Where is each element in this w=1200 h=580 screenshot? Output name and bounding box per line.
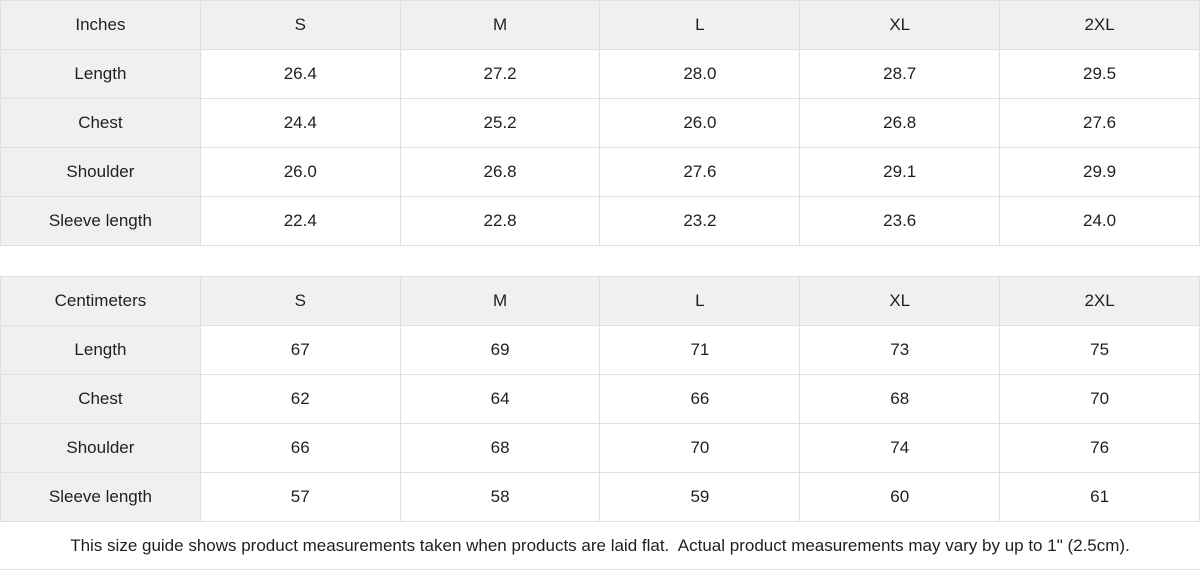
- size-table-inches: Inches S M L XL 2XL Length 26.4 27.2 28.…: [0, 0, 1200, 246]
- table-row: Chest 62 64 66 68 70: [0, 374, 1200, 424]
- size-header-cell: M: [399, 0, 601, 50]
- table-cell: 68: [799, 374, 1001, 424]
- size-header-cell: XL: [799, 276, 1001, 326]
- row-label-cell: Length: [0, 49, 201, 99]
- size-header-cell: S: [199, 276, 401, 326]
- row-label-cell: Chest: [0, 98, 201, 148]
- row-label-cell: Chest: [0, 374, 201, 424]
- table-cell: 64: [399, 374, 601, 424]
- size-table-centimeters: Centimeters S M L XL 2XL Length 67 69 71…: [0, 276, 1200, 522]
- size-guide-footnote: This size guide shows product measuremen…: [0, 522, 1200, 570]
- table-cell: 29.9: [999, 147, 1200, 197]
- table-cell: 26.0: [199, 147, 401, 197]
- row-label-cell: Sleeve length: [0, 472, 201, 522]
- table-cell: 27.6: [599, 147, 801, 197]
- table-cell: 28.7: [799, 49, 1001, 99]
- size-header-cell: M: [399, 276, 601, 326]
- table-row: Length 67 69 71 73 75: [0, 325, 1200, 375]
- table-cell: 67: [199, 325, 401, 375]
- table-cell: 66: [599, 374, 801, 424]
- table-cell: 28.0: [599, 49, 801, 99]
- table-cell: 27.6: [999, 98, 1200, 148]
- table-cell: 23.2: [599, 196, 801, 246]
- table-cell: 27.2: [399, 49, 601, 99]
- table-cell: 74: [799, 423, 1001, 473]
- table-cell: 68: [399, 423, 601, 473]
- table-row: Chest 24.4 25.2 26.0 26.8 27.6: [0, 98, 1200, 148]
- table-cell: 26.4: [199, 49, 401, 99]
- table-row: Length 26.4 27.2 28.0 28.7 29.5: [0, 49, 1200, 99]
- size-header-cell: XL: [799, 0, 1001, 50]
- table-cell: 57: [199, 472, 401, 522]
- table-cell: 26.0: [599, 98, 801, 148]
- table-header-row: Inches S M L XL 2XL: [0, 0, 1200, 50]
- table-cell: 75: [999, 325, 1200, 375]
- table-cell: 22.4: [199, 196, 401, 246]
- table-cell: 29.5: [999, 49, 1200, 99]
- table-row: Sleeve length 57 58 59 60 61: [0, 472, 1200, 522]
- table-cell: 69: [399, 325, 601, 375]
- table-cell: 70: [599, 423, 801, 473]
- unit-header-cell: Inches: [0, 0, 201, 50]
- table-cell: 73: [799, 325, 1001, 375]
- table-header-row: Centimeters S M L XL 2XL: [0, 276, 1200, 326]
- row-label-cell: Shoulder: [0, 423, 201, 473]
- size-header-cell: 2XL: [999, 276, 1200, 326]
- table-cell: 25.2: [399, 98, 601, 148]
- table-row: Sleeve length 22.4 22.8 23.2 23.6 24.0: [0, 196, 1200, 246]
- size-header-cell: S: [199, 0, 401, 50]
- table-gap: [0, 246, 1200, 276]
- table-cell: 26.8: [799, 98, 1001, 148]
- size-header-cell: 2XL: [999, 0, 1200, 50]
- table-cell: 24.4: [199, 98, 401, 148]
- table-cell: 60: [799, 472, 1001, 522]
- unit-header-cell: Centimeters: [0, 276, 201, 326]
- table-cell: 59: [599, 472, 801, 522]
- table-cell: 76: [999, 423, 1200, 473]
- table-cell: 24.0: [999, 196, 1200, 246]
- table-cell: 70: [999, 374, 1200, 424]
- table-cell: 61: [999, 472, 1200, 522]
- table-cell: 26.8: [399, 147, 601, 197]
- table-cell: 29.1: [799, 147, 1001, 197]
- table-cell: 71: [599, 325, 801, 375]
- table-row: Shoulder 26.0 26.8 27.6 29.1 29.9: [0, 147, 1200, 197]
- table-cell: 58: [399, 472, 601, 522]
- size-header-cell: L: [599, 276, 801, 326]
- row-label-cell: Sleeve length: [0, 196, 201, 246]
- row-label-cell: Shoulder: [0, 147, 201, 197]
- table-cell: 62: [199, 374, 401, 424]
- table-row: Shoulder 66 68 70 74 76: [0, 423, 1200, 473]
- size-header-cell: L: [599, 0, 801, 50]
- table-cell: 22.8: [399, 196, 601, 246]
- row-label-cell: Length: [0, 325, 201, 375]
- table-cell: 23.6: [799, 196, 1001, 246]
- table-cell: 66: [199, 423, 401, 473]
